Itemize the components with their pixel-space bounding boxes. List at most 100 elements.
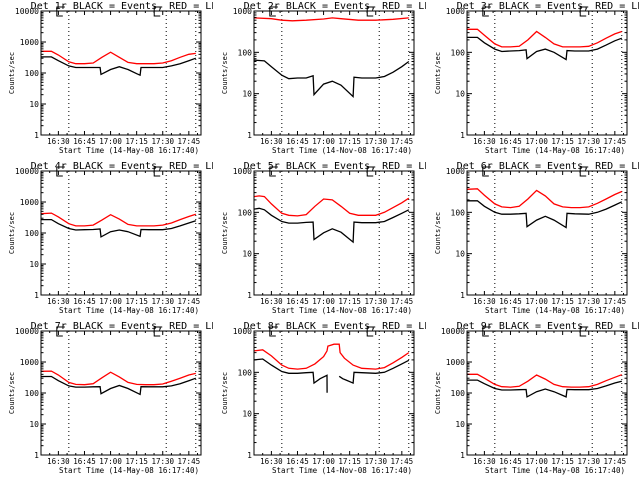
series-line-events <box>253 207 410 244</box>
y-tick-label: 10000 <box>15 167 39 176</box>
y-tick-label: 1000 <box>20 198 39 207</box>
chart-svg: Det 8r BLACK = Events, RED = LLD 1 10 100 10… <box>221 321 436 475</box>
x-axis-label: Start Time (14-May-08 16:17:40) <box>485 466 625 475</box>
y-axis-label: Counts/sec <box>8 212 16 254</box>
y-tick-label: 10000 <box>15 7 39 16</box>
series-line-lld <box>40 370 196 386</box>
y-tick-label: 10 <box>455 250 465 259</box>
detector-panel-4: Det 4r BLACK = Events, RED = LLD 1 10 100 10… <box>0 160 223 320</box>
y-tick-label: 1000 <box>233 7 252 16</box>
detector-panel-1: Det 1r BLACK = Events, RED = LLD 1 10 100 10… <box>0 0 223 160</box>
y-tick-label: 10 <box>242 410 252 419</box>
series-line-events <box>253 59 410 99</box>
x-tick-label: 17:30 <box>364 297 387 306</box>
y-tick-label: 100 <box>238 48 253 57</box>
x-tick-label: 17:30 <box>577 457 600 466</box>
plot-frame <box>253 330 415 456</box>
y-axis-label: Counts/sec <box>434 212 442 254</box>
x-tick-label: 16:30 <box>47 457 70 466</box>
chart-title: Det 9r BLACK = Events, RED = LLD <box>457 321 639 332</box>
series-line-events <box>253 358 410 393</box>
y-tick-label: 100 <box>238 368 253 377</box>
plot-frame <box>253 10 415 136</box>
y-tick-label: 10 <box>29 100 39 109</box>
y-tick-label: 1 <box>247 291 252 300</box>
x-tick-label: 17:00 <box>525 297 548 306</box>
x-tick-label: 17:45 <box>178 457 201 466</box>
x-axis-label: Start Time (14-May-08 16:17:40) <box>59 146 199 155</box>
y-axis-label: Counts/sec <box>221 212 229 254</box>
x-axis-label: Start Time (14-Nov-08 16:17:40) <box>272 146 412 155</box>
detector-panel-3: Det 3r BLACK = Events, RED = LLD 1 10 100 10… <box>426 0 640 160</box>
y-tick-label: 100 <box>25 69 40 78</box>
x-tick-label: 16:30 <box>260 297 283 306</box>
series-line-lld <box>41 50 196 65</box>
series-line-events <box>41 56 197 77</box>
detector-panel-8: Det 8r BLACK = Events, RED = LLD 1 10 100 10… <box>213 320 436 480</box>
y-tick-label: 1 <box>247 131 252 140</box>
y-tick-label: 100 <box>25 389 40 398</box>
x-tick-label: 17:45 <box>178 297 201 306</box>
plot-frame <box>40 170 202 296</box>
series-line-lld <box>253 17 409 22</box>
detector-panel-5: Det 5r BLACK = Events, RED = LLD 1 10 100 10… <box>213 160 436 320</box>
x-tick-label: 16:30 <box>47 297 70 306</box>
x-tick-label: 17:00 <box>312 457 335 466</box>
x-axis-label: Start Time (14-Nov-08 16:17:40) <box>272 306 412 315</box>
series-line-lld <box>40 212 196 227</box>
chart-title: Det 7r BLACK = Events, RED = LLD <box>31 321 213 332</box>
y-tick-label: 100 <box>238 208 253 217</box>
x-tick-label: 17:15 <box>125 457 148 466</box>
y-tick-label: 10 <box>29 420 39 429</box>
x-tick-label: 16:45 <box>73 297 96 306</box>
y-tick-label: 1 <box>460 131 465 140</box>
plot-frame <box>466 330 628 456</box>
y-tick-label: 1000 <box>446 167 465 176</box>
y-tick-label: 10 <box>455 420 465 429</box>
series-line-lld <box>253 343 410 370</box>
y-tick-label: 100 <box>451 48 466 57</box>
x-tick-label: 16:45 <box>73 137 96 146</box>
x-tick-label: 17:45 <box>391 297 414 306</box>
x-tick-label: 16:45 <box>286 297 309 306</box>
series-line-lld <box>253 195 410 217</box>
x-tick-label: 17:45 <box>604 457 627 466</box>
y-tick-label: 1 <box>460 451 465 460</box>
x-tick-label: 17:15 <box>551 297 574 306</box>
x-tick-label: 17:30 <box>151 457 174 466</box>
y-axis-label: Counts/sec <box>221 52 229 94</box>
plot-frame <box>466 10 628 136</box>
x-axis-label: Start Time (14-May-08 16:17:40) <box>485 146 625 155</box>
y-axis-label: Counts/sec <box>8 52 16 94</box>
x-tick-label: 17:15 <box>338 457 361 466</box>
x-tick-label: 17:45 <box>391 137 414 146</box>
x-tick-label: 17:30 <box>364 457 387 466</box>
y-tick-label: 1000 <box>20 38 39 47</box>
x-tick-label: 17:15 <box>338 137 361 146</box>
x-tick-label: 17:00 <box>525 457 548 466</box>
y-tick-label: 1000 <box>446 7 465 16</box>
y-tick-label: 10000 <box>15 327 39 336</box>
x-tick-label: 17:15 <box>551 457 574 466</box>
x-tick-label: 17:15 <box>338 297 361 306</box>
chart-svg: Det 2r BLACK = Events, RED = LLD 1 10 100 10… <box>221 1 436 155</box>
y-tick-label: 1 <box>34 451 39 460</box>
x-axis-label: Start Time (14-May-08 16:17:40) <box>485 306 625 315</box>
chart-title: Det 2r BLACK = Events, RED = LLD <box>244 1 426 12</box>
x-tick-label: 16:30 <box>260 137 283 146</box>
chart-title: Det 1r BLACK = Events, RED = LLD <box>31 1 213 12</box>
plot-frame <box>40 330 202 456</box>
x-tick-label: 16:30 <box>473 457 496 466</box>
detector-panel-2: Det 2r BLACK = Events, RED = LLD 1 10 100 10… <box>213 0 436 160</box>
chart-svg: Det 5r BLACK = Events, RED = LLD 1 10 100 10… <box>221 161 436 315</box>
detector-panel-6: Det 6r BLACK = Events, RED = LLD 1 10 100 10… <box>426 160 640 320</box>
x-tick-label: 17:00 <box>312 137 335 146</box>
series-line-events <box>467 36 623 61</box>
y-axis-label: Counts/sec <box>434 52 442 94</box>
chart-title: Det 3r BLACK = Events, RED = LLD <box>457 1 639 12</box>
x-tick-label: 16:30 <box>260 457 283 466</box>
x-tick-label: 17:30 <box>577 297 600 306</box>
chart-title: Det 8r BLACK = Events, RED = LLD <box>244 321 426 332</box>
detector-panel-9: Det 9r BLACK = Events, RED = LLD 1 10 100 10… <box>426 320 640 480</box>
